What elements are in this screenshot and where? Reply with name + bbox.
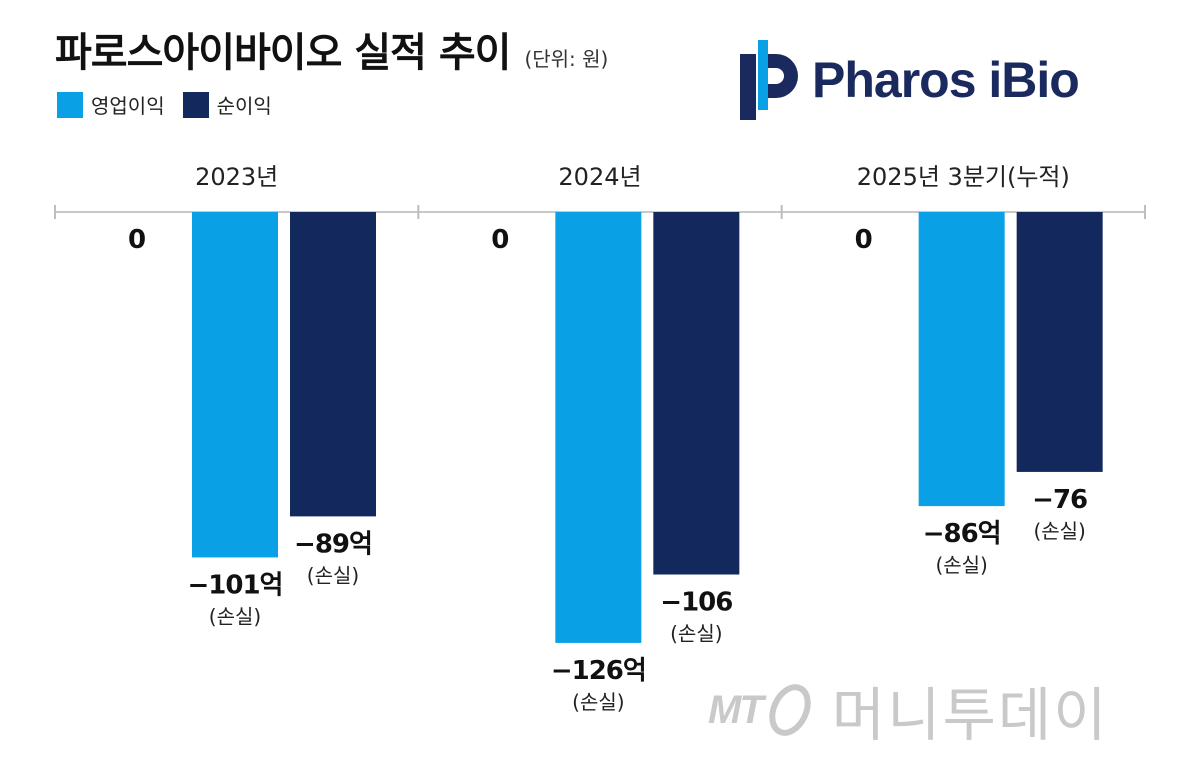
watermark-swoosh-icon — [769, 684, 811, 736]
data-label: −106 — [660, 588, 732, 618]
data-sublabel: (손실) — [670, 622, 722, 646]
data-label: −89억 — [294, 529, 372, 559]
legend-swatch-net — [182, 91, 209, 118]
bar-operating — [192, 212, 278, 558]
chart-title: 파로스아이바이오 실적 추이 — [55, 30, 511, 76]
bar-operating — [555, 212, 642, 643]
bar-operating — [918, 212, 1005, 507]
watermark-mt: MT — [708, 687, 764, 732]
zero-value-label: 0 — [855, 225, 873, 255]
data-sublabel: (손실) — [935, 553, 987, 577]
data-sublabel: (손실) — [307, 563, 359, 587]
data-label: −86억 — [923, 519, 1001, 549]
chart-header: 파로스아이바이오 실적 추이 (단위: 원) — [55, 20, 608, 78]
bar-net — [290, 212, 376, 517]
zero-value-label: 0 — [128, 225, 146, 255]
data-label: −126억 — [551, 656, 646, 686]
bar-net — [1016, 212, 1103, 472]
data-label: −101억 — [188, 570, 283, 600]
watermark-name: 머니투데이 — [831, 681, 1109, 749]
company-logo: Pharos iBio — [740, 40, 1080, 120]
unit-label: (단위: 원) — [524, 47, 609, 71]
legend-item-net: 순이익 — [182, 90, 272, 119]
legend-label-operating: 영업이익 — [91, 94, 165, 118]
legend-item-operating: 영업이익 — [57, 90, 165, 119]
data-sublabel: (손실) — [209, 604, 261, 628]
data-label: −76 — [1032, 485, 1087, 515]
logo-wordmark: Pharos iBio — [812, 52, 1080, 108]
category-label: 2025년 3분기(누적) — [857, 163, 1070, 191]
bar-net — [653, 212, 740, 575]
chart-legend: 영업이익 순이익 — [57, 90, 290, 119]
data-sublabel: (손실) — [572, 690, 624, 714]
legend-label-net: 순이익 — [216, 94, 272, 118]
category-label: 2024년 — [558, 163, 641, 191]
data-sublabel: (손실) — [1033, 519, 1085, 543]
zero-value-label: 0 — [491, 225, 509, 255]
watermark: MT 머니투데이 — [708, 668, 1109, 752]
legend-swatch-operating — [57, 91, 83, 118]
pharos-logo-icon — [740, 40, 798, 120]
category-label: 2023년 — [195, 163, 278, 191]
